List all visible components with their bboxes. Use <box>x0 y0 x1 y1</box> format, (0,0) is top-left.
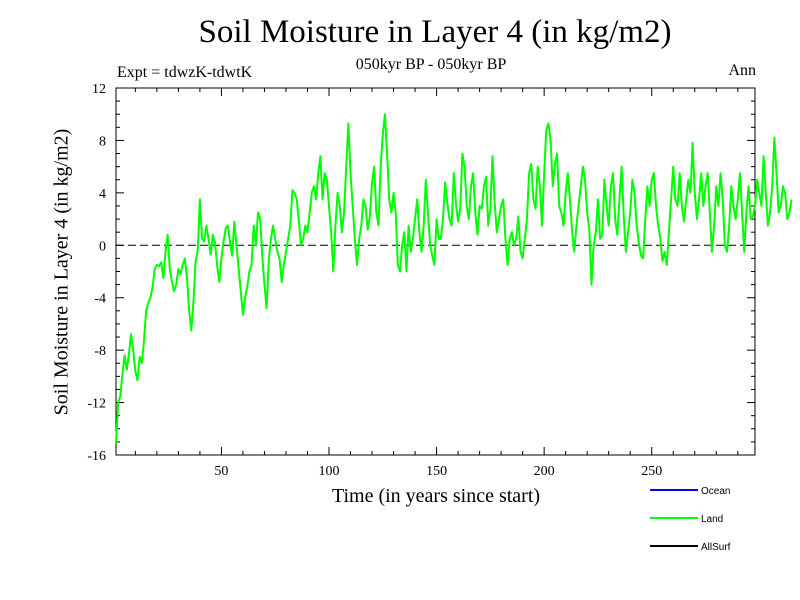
x-tick-label: 100 <box>319 464 340 479</box>
y-tick-label: 12 <box>92 82 106 97</box>
y-tick-label: -8 <box>94 344 106 359</box>
x-tick-label: 250 <box>641 464 662 479</box>
series-line-land <box>115 113 793 445</box>
legend-label-land: Land <box>701 514 723 525</box>
x-tick-label: 150 <box>426 464 447 479</box>
y-tick-label: -12 <box>87 397 106 412</box>
x-tick-label: 200 <box>534 464 555 479</box>
plot-frame <box>115 87 756 456</box>
x-tick-label: 50 <box>214 464 228 479</box>
legend-label-allsurf: AllSurf <box>701 542 731 553</box>
x-axis-label: Time (in years since start) <box>331 485 541 507</box>
chart-title: Soil Moisture in Layer 4 (in kg/m2) <box>198 14 672 50</box>
chart-subtitle: 050kyr BP - 050kyr BP <box>355 56 507 73</box>
y-tick-label: -16 <box>87 449 106 464</box>
legend-label-ocean: Ocean <box>701 486 730 497</box>
experiment-label: Expt = tdwzK-tdwtK <box>117 64 253 81</box>
period-label: Ann <box>728 62 756 79</box>
y-tick-label: 8 <box>99 134 106 149</box>
y-tick-label: 4 <box>99 187 106 202</box>
y-tick-label: 0 <box>99 239 106 254</box>
y-tick-label: -4 <box>94 292 106 307</box>
